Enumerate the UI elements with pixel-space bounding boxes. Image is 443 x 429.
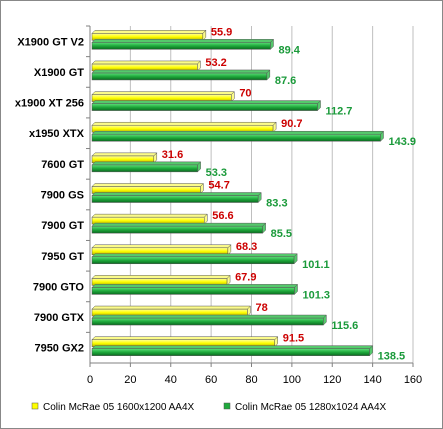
data-labels: 55.9 89.4 53.2 87.6 70 112.7 90.7 143.9 31.6 53.3… — [162, 26, 416, 362]
bar-top-face — [91, 305, 252, 310]
bar-top-face — [91, 161, 202, 166]
legend-swatch — [223, 402, 231, 410]
bar-1280x1024 — [91, 256, 295, 265]
data-label: 138.5 — [378, 351, 406, 363]
x-tick-labels: 0 20 40 60 80 100 120 140 160 — [87, 374, 422, 386]
data-label: 91.5 — [283, 333, 304, 345]
bar-top-face — [91, 314, 327, 319]
data-label: 53.3 — [206, 167, 227, 179]
bar-top-face — [91, 222, 267, 227]
bar-1280x1024 — [91, 348, 370, 356]
category-label: 7950 GX2 — [34, 343, 84, 355]
bar-1280x1024 — [91, 42, 271, 50]
data-label: 68.3 — [236, 241, 257, 253]
data-label: 70 — [239, 88, 251, 100]
bar-top-face — [91, 244, 232, 249]
x-tick-label: 0 — [87, 374, 93, 386]
x-tick-label: 20 — [124, 374, 136, 386]
data-label: 67.9 — [235, 271, 256, 283]
data-label: 101.3 — [302, 289, 330, 301]
bar-1280x1024 — [91, 195, 259, 203]
legend-swatch — [31, 402, 39, 410]
data-label: 101.1 — [302, 259, 330, 271]
bar-1280x1024 — [91, 164, 198, 173]
data-label: 143.9 — [388, 136, 416, 148]
bar-1280x1024 — [91, 103, 318, 111]
bar-top-face — [91, 121, 277, 126]
category-label: x1950 XTX — [29, 128, 85, 140]
bar-1280x1024 — [91, 72, 268, 81]
category-label: 7900 GTX — [34, 312, 85, 324]
bar-top-face — [91, 152, 158, 157]
bars — [91, 29, 385, 357]
data-label: 83.3 — [266, 198, 287, 210]
bar-top-face — [91, 192, 262, 196]
bar-top-face — [91, 183, 205, 187]
data-label: 112.7 — [326, 106, 353, 118]
x-tick-label: 80 — [245, 374, 257, 386]
bar-top-face — [91, 213, 208, 218]
bar-1280x1024 — [91, 133, 381, 142]
bar-1280x1024 — [91, 317, 324, 326]
category-label: 7900 GTO — [33, 281, 85, 293]
x-tick-label: 60 — [205, 374, 217, 386]
bar-1280x1024 — [91, 225, 263, 234]
category-label: X1900 GT V2 — [17, 36, 84, 48]
bar-top-face — [91, 60, 202, 65]
data-label: 87.6 — [275, 75, 296, 87]
data-label: 89.4 — [278, 44, 300, 56]
category-label: x1900 XT 256 — [15, 98, 84, 110]
bar-top-face — [91, 30, 207, 34]
bar-top-face — [91, 345, 374, 349]
bar-top-face — [91, 39, 275, 43]
data-label: 90.7 — [281, 118, 302, 130]
category-labels: X1900 GT V2 X1900 GT x1900 XT 256 x1950 XTX… — [15, 36, 85, 354]
bar-top-face — [91, 69, 271, 74]
category-label: 7950 GT — [41, 251, 84, 263]
bar-top-face — [91, 100, 322, 104]
category-label: 7600 GT — [41, 159, 84, 171]
data-label: 54.7 — [208, 180, 229, 192]
x-tick-label: 140 — [363, 374, 381, 386]
data-label: 115.6 — [331, 320, 358, 332]
legend-label: Colin McRae 05 1600x1200 AA4X — [43, 402, 195, 413]
data-label: 31.6 — [162, 149, 183, 161]
data-label: 56.6 — [212, 210, 233, 222]
data-label: 53.2 — [205, 57, 226, 69]
x-tick-label: 100 — [283, 374, 301, 386]
axes — [86, 25, 414, 367]
data-label: 78 — [255, 302, 267, 314]
x-tick-label: 120 — [323, 374, 341, 386]
bar-top-face — [91, 91, 235, 95]
bar-top-face — [91, 253, 298, 258]
legend-label: Colin McRae 05 1280x1024 AA4X — [235, 402, 387, 413]
bar-top-face — [91, 130, 385, 135]
bar-top-face — [91, 275, 231, 279]
x-tick-label: 160 — [404, 374, 422, 386]
legend: Colin McRae 05 1600x1200 AA4X Colin McRae… — [31, 402, 387, 413]
bar-1280x1024 — [91, 287, 295, 295]
x-tick-label: 40 — [165, 374, 177, 386]
category-label: 7900 GT — [41, 220, 84, 232]
data-label: 85.5 — [271, 228, 292, 240]
bar-top-face — [91, 284, 299, 288]
bar-top-face — [91, 336, 279, 340]
category-label: X1900 GT — [34, 67, 84, 79]
data-label: 55.9 — [211, 26, 232, 38]
category-label: 7900 GS — [41, 190, 84, 202]
